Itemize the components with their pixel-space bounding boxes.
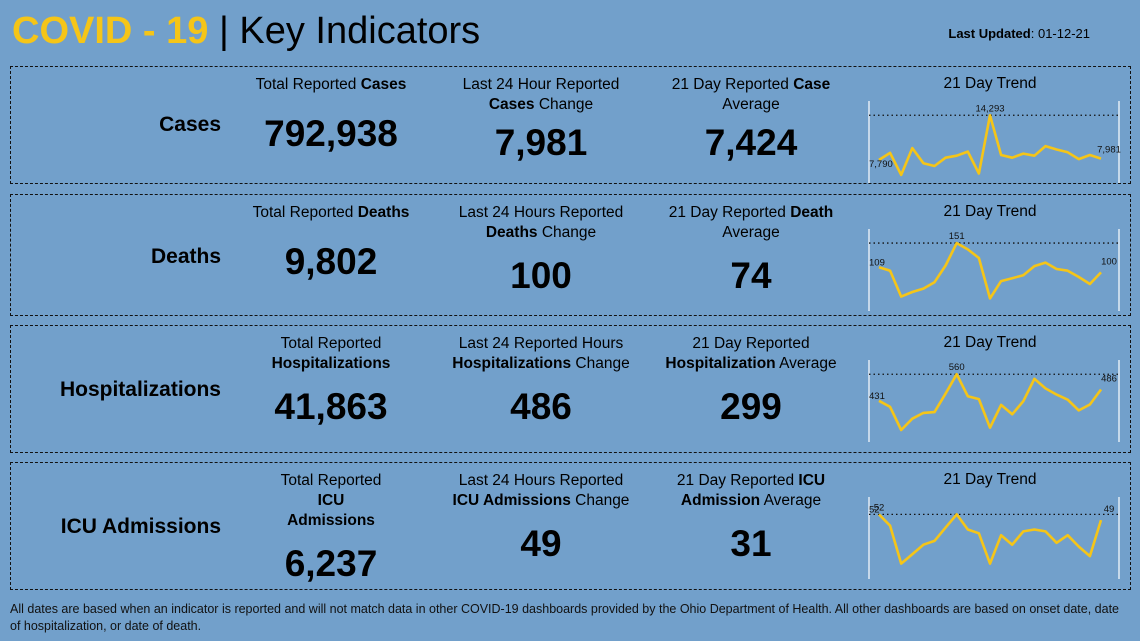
- total-deaths: Total Reported Deaths 9,802: [231, 203, 431, 283]
- trend-line: [878, 513, 1103, 565]
- trend-label-last: 100: [1101, 256, 1117, 267]
- last-updated-value: : 01-12-21: [1030, 26, 1090, 41]
- page-title: COVID - 19 | Key Indicators: [12, 8, 480, 54]
- total-deaths-header: Total Reported Deaths: [252, 204, 410, 221]
- trend-chart-cases: 7,790 14,293 7,981: [868, 101, 1121, 183]
- total-icu-value: 6,237: [284, 543, 378, 584]
- row-label-deaths: Deaths: [150, 245, 221, 268]
- average-hospitalizations-value: 299: [720, 386, 782, 427]
- row-label-hospitalizations: Hospitalizations: [59, 378, 221, 401]
- change-icu-value: 49: [520, 523, 562, 564]
- trend-title-deaths: 21 Day Trend: [943, 203, 1037, 220]
- average-icu-header: 21 Day Reported ICU Admission Average: [676, 472, 826, 509]
- average-cases-header: 21 Day Reported Case Average: [671, 76, 831, 113]
- average-cases: 21 Day Reported Case Average 7,424: [651, 75, 851, 164]
- trend-line: [878, 372, 1103, 432]
- trend-line: [878, 241, 1102, 300]
- last-updated-label: Last Updated: [948, 26, 1031, 41]
- total-icu: Total Reported ICU Admissions 6,237: [231, 471, 431, 585]
- trend-label-last: 7,981: [1097, 145, 1121, 156]
- row-label-icu: ICU Admissions: [60, 515, 221, 538]
- brand-title: COVID - 19: [12, 10, 209, 52]
- change-icu-header: Last 24 Hours Reported ICU Admissions Cha…: [452, 472, 630, 509]
- total-cases-value: 792,938: [264, 113, 398, 154]
- average-deaths-value: 74: [730, 255, 772, 296]
- title-subtitle: Key Indicators: [239, 10, 481, 52]
- change-deaths-header: Last 24 Hours Reported Deaths Change: [458, 204, 624, 241]
- trend-label-first: 52: [869, 504, 880, 515]
- average-icu: 21 Day Reported ICU Admission Average 31: [651, 471, 851, 565]
- change-cases-value: 7,981: [494, 122, 588, 163]
- average-deaths-header: 21 Day Reported Death Average: [668, 204, 834, 241]
- panel-hospitalizations: Hospitalizations Total Reported Hospitali…: [10, 325, 1131, 453]
- average-deaths: 21 Day Reported Death Average 74: [651, 203, 851, 297]
- trend-line: [878, 113, 1102, 177]
- change-hospitalizations-value: 486: [510, 386, 572, 427]
- total-hospitalizations: Total Reported Hospitalizations 41,863: [231, 334, 431, 428]
- panel-icu: ICU Admissions Total Reported ICU Admissi…: [10, 462, 1131, 590]
- trend-label-max: 560: [949, 362, 965, 373]
- trend-label-first: 431: [869, 391, 885, 402]
- last-updated: Last Updated: 01-12-21: [948, 26, 1090, 41]
- trend-label-last: 486: [1101, 373, 1117, 384]
- total-cases-header: Total Reported Cases: [255, 76, 407, 93]
- average-hospitalizations-header: 21 Day Reported Hospitalization Average: [665, 335, 837, 372]
- row-label-cases: Cases: [159, 113, 221, 136]
- trend-label-max: 52: [874, 502, 885, 513]
- total-deaths-value: 9,802: [284, 241, 378, 282]
- average-icu-value: 31: [730, 523, 772, 564]
- trend-title-hospitalizations: 21 Day Trend: [943, 334, 1037, 351]
- trend-title-cases: 21 Day Trend: [943, 75, 1037, 92]
- trend-label-last: 49: [1104, 504, 1115, 515]
- change-hospitalizations-header: Last 24 Reported Hours Hospitalizations C…: [452, 335, 630, 372]
- change-cases: Last 24 Hour Reported Cases Change 7,981: [441, 75, 641, 164]
- average-cases-value: 7,424: [704, 122, 798, 163]
- trend-label-first: 109: [869, 257, 885, 268]
- trend-title-icu: 21 Day Trend: [943, 471, 1037, 488]
- total-icu-header: Total Reported ICU Admissions: [280, 472, 382, 529]
- change-hospitalizations: Last 24 Reported Hours Hospitalizations C…: [441, 334, 641, 428]
- trend-label-max: 151: [949, 231, 965, 242]
- trend-label-first: 7,790: [869, 159, 893, 170]
- total-hospitalizations-header: Total Reported Hospitalizations: [271, 335, 391, 372]
- footer-note: All dates are based when an indicator is…: [10, 602, 1120, 633]
- change-icu: Last 24 Hours Reported ICU Admissions Cha…: [441, 471, 641, 565]
- trend-chart-hospitalizations: 431 560 486: [868, 360, 1120, 442]
- change-cases-header: Last 24 Hour Reported Cases Change: [462, 76, 620, 113]
- trend-label-max: 14,293: [975, 103, 1004, 114]
- average-hospitalizations: 21 Day Reported Hospitalization Average 2…: [651, 334, 851, 428]
- title-separator: |: [218, 10, 229, 52]
- total-hospitalizations-value: 41,863: [274, 386, 388, 427]
- change-deaths-value: 100: [510, 255, 572, 296]
- change-deaths: Last 24 Hours Reported Deaths Change 100: [441, 203, 641, 297]
- total-cases: Total Reported Cases 792,938: [231, 75, 431, 155]
- trend-chart-deaths: 109 151 100: [868, 229, 1120, 311]
- panel-cases: Cases Total Reported Cases 792,938 Last …: [10, 66, 1131, 184]
- panel-deaths: Deaths Total Reported Deaths 9,802 Last …: [10, 194, 1131, 316]
